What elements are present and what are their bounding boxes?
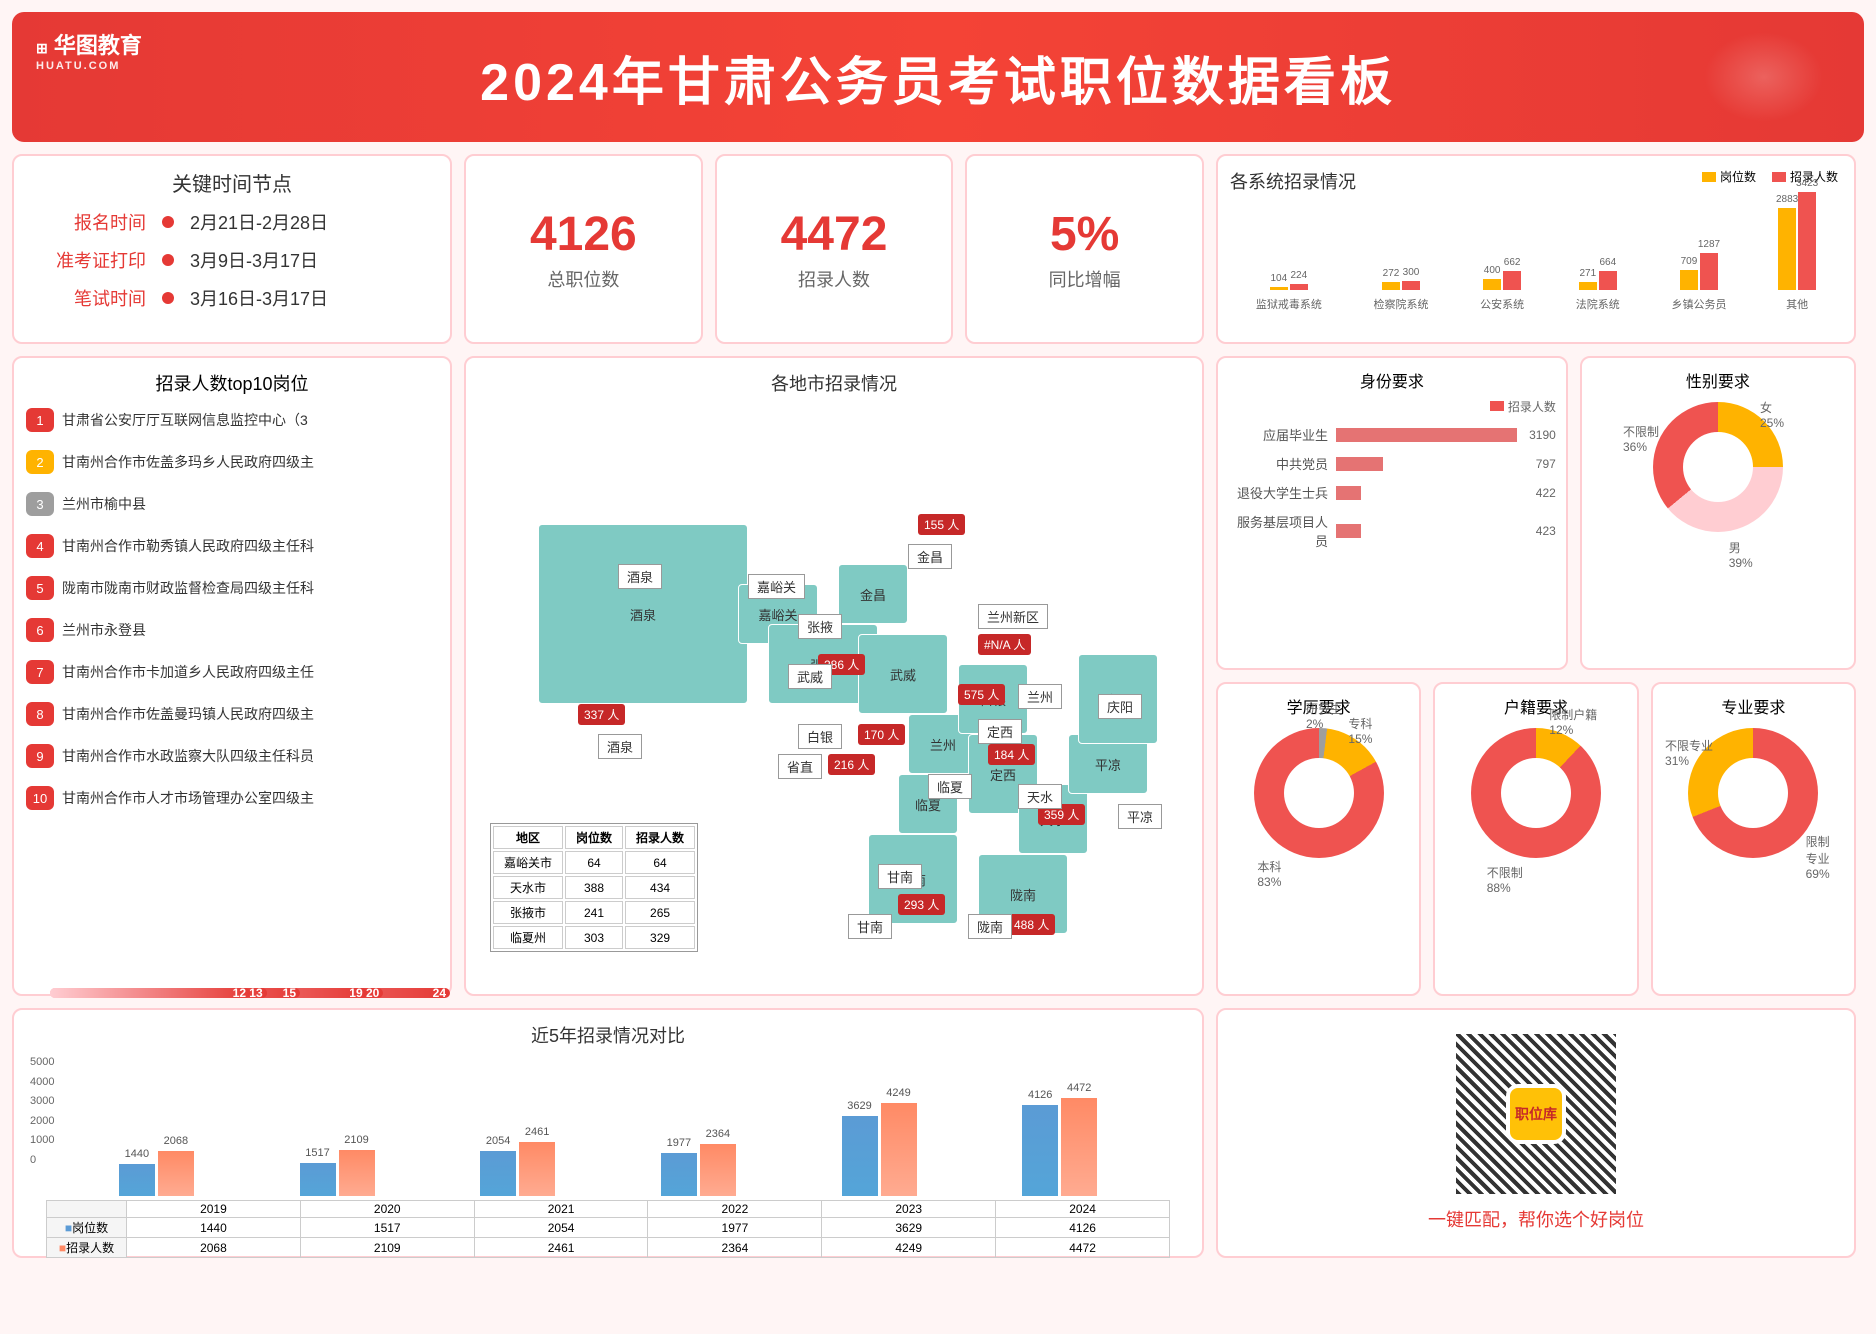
top10-item: 9 甘南州合作市水政监察大队四级主任科员 12 xyxy=(26,744,438,768)
map-label: 临夏 xyxy=(928,774,972,799)
donut-segment-label: 女25% xyxy=(1760,399,1784,430)
map-value-tag: 488 人 xyxy=(1008,914,1055,935)
education-panel: 学历要求 研究生2%专科15%本科83% xyxy=(1216,682,1421,996)
map-label: 白银 xyxy=(798,724,842,749)
donut-segment-label: 限制户籍12% xyxy=(1549,706,1597,737)
map-region[interactable]: 酒泉 xyxy=(538,524,748,704)
map-label: 兰州 xyxy=(1018,684,1062,709)
map-label: 兰州新区 xyxy=(978,604,1048,629)
identity-row: 退役大学生士兵 422 xyxy=(1228,483,1556,502)
identity-row: 服务基层项目人员 423 xyxy=(1228,512,1556,550)
map-label: 甘南 xyxy=(878,864,922,889)
qr-code[interactable]: 职位库 xyxy=(1456,1034,1616,1194)
stat-card-positions: 4126 总职位数 xyxy=(464,154,703,344)
top10-item: 7 甘南州合作市卡加道乡人民政府四级主任 13 xyxy=(26,660,438,684)
donut-segment-label: 研究生2% xyxy=(1306,700,1342,731)
gender-panel: 性别要求 女25%男39%不限制36% xyxy=(1580,356,1856,670)
trend-year-group: 4126 4472 xyxy=(969,1086,1150,1196)
system-bar-group: 271 664 法院系统 xyxy=(1576,271,1620,312)
page-title: 2024年甘肃公务员考试职位数据看板 xyxy=(480,40,1396,115)
donut-segment-label: 专科15% xyxy=(1348,715,1372,746)
map-label: 定西 xyxy=(978,719,1022,744)
donut-segment-label: 限制专业69% xyxy=(1806,833,1830,881)
trend-panel: 近5年招录情况对比 010002000300040005000 1440 206… xyxy=(12,1008,1204,1258)
keytime-row: 笔试时间 3月16日-3月17日 xyxy=(26,285,438,311)
residence-panel: 户籍要求 限制户籍12%不限制88% xyxy=(1433,682,1638,996)
trend-year-group: 1517 2109 xyxy=(247,1086,428,1196)
map-label: 酒泉 xyxy=(618,564,662,589)
trend-year-group: 3629 4249 xyxy=(789,1086,970,1196)
map-region[interactable]: 武威 xyxy=(858,634,948,714)
map-label: 嘉峪关 xyxy=(748,574,805,599)
map-mini-table: 地区岗位数招录人数 嘉峪关市6464天水市388434张掖市241265临夏州3… xyxy=(490,823,698,952)
trend-year-group: 1977 2364 xyxy=(608,1086,789,1196)
map-value-tag: 216 人 xyxy=(828,754,875,775)
top10-item: 1 甘肃省公安厅厅互联网信息监控中心（3 24 xyxy=(26,408,438,432)
stat-card-people: 4472 招录人数 xyxy=(715,154,954,344)
map-value-tag: 184 人 xyxy=(988,744,1035,765)
system-chart-panel: 各系统招录情况 岗位数 招录人数 104 224 监狱戒毒系统 272 300 … xyxy=(1216,154,1856,344)
major-panel: 专业要求 限制专业69%不限专业31% xyxy=(1651,682,1856,996)
map-label: 甘南 xyxy=(848,914,892,939)
stat-card-growth: 5% 同比增幅 xyxy=(965,154,1204,344)
trend-year-group: 1440 2068 xyxy=(66,1086,247,1196)
top10-item: 10 甘南州合作市人才市场管理办公室四级主 12 xyxy=(26,786,438,810)
identity-panel: 身份要求 招录人数 应届毕业生 3190 中共党员 797 退役大学生士兵 42… xyxy=(1216,356,1568,670)
keytimes-panel: 关键时间节点 报名时间 2月21日-2月28日 准考证打印 3月9日-3月17日… xyxy=(12,154,452,344)
stats-row: 4126 总职位数 4472 招录人数 5% 同比增幅 xyxy=(464,154,1204,344)
keytime-row: 准考证打印 3月9日-3月17日 xyxy=(26,247,438,273)
map-label: 陇南 xyxy=(968,914,1012,939)
system-bar-group: 709 1287 乡镇公务员 xyxy=(1671,253,1726,312)
map-label: 金昌 xyxy=(908,544,952,569)
map-label: 庆阳 xyxy=(1098,694,1142,719)
donut-segment-label: 不限专业31% xyxy=(1665,737,1713,768)
trend-year-group: 2054 2461 xyxy=(427,1086,608,1196)
system-bar-group: 104 224 监狱戒毒系统 xyxy=(1256,284,1322,312)
map-label: 天水 xyxy=(1018,784,1062,809)
map-panel: 各地市招录情况 酒泉嘉峪关张掖金昌武威兰州白银定西临夏甘南天水平凉庆阳陇南155… xyxy=(464,356,1204,996)
map-value-tag: 155 人 xyxy=(918,514,965,535)
system-bar-group: 400 662 公安系统 xyxy=(1480,271,1524,312)
map-label: 张掖 xyxy=(798,614,842,639)
donut-segment-label: 不限制36% xyxy=(1623,423,1659,454)
top10-item: 3 兰州市榆中县 19 xyxy=(26,492,438,516)
top10-panel: 招录人数top10岗位 1 甘肃省公安厅厅互联网信息监控中心（3 24 2 甘南… xyxy=(12,356,452,996)
top10-item: 4 甘南州合作市勒秀镇人民政府四级主任科 19 xyxy=(26,534,438,558)
system-bar-group: 2883 3423 其他 xyxy=(1778,192,1816,312)
map-value-tag: 337 人 xyxy=(578,704,625,725)
map-value-tag: 293 人 xyxy=(898,894,945,915)
map-label: 平凉 xyxy=(1118,804,1162,829)
map-label: 省直 xyxy=(778,754,822,779)
map-label: 武威 xyxy=(788,664,832,689)
qr-panel: 职位库 一键匹配，帮你选个好岗位 xyxy=(1216,1008,1856,1258)
identity-row: 中共党员 797 xyxy=(1228,454,1556,473)
identity-row: 应届毕业生 3190 xyxy=(1228,425,1556,444)
top10-item: 2 甘南州合作市佐盖多玛乡人民政府四级主 20 xyxy=(26,450,438,474)
donut-segment-label: 不限制88% xyxy=(1487,864,1523,895)
keytimes-title: 关键时间节点 xyxy=(26,168,438,197)
map-region[interactable]: 金昌 xyxy=(838,564,908,624)
system-bar-group: 272 300 检察院系统 xyxy=(1373,281,1428,312)
top10-item: 5 陇南市陇南市财政监督检查局四级主任科 15 xyxy=(26,576,438,600)
donut-segment-label: 男39% xyxy=(1729,539,1753,570)
top10-item: 6 兰州市永登县 13 xyxy=(26,618,438,642)
header-banner: ⊞ 华图教育 HUATU.COM 2024年甘肃公务员考试职位数据看板 xyxy=(12,12,1864,142)
map-label: 酒泉 xyxy=(598,734,642,759)
logo: ⊞ 华图教育 HUATU.COM xyxy=(36,28,142,72)
header-decoration xyxy=(1704,32,1824,122)
keytime-row: 报名时间 2月21日-2月28日 xyxy=(26,209,438,235)
top10-item: 8 甘南州合作市佐盖曼玛镇人民政府四级主 13 xyxy=(26,702,438,726)
map-value-tag: 170 人 xyxy=(858,724,905,745)
map-value-tag: 575 人 xyxy=(958,684,1005,705)
map-value-tag: #N/A 人 xyxy=(978,634,1031,655)
donut-segment-label: 本科83% xyxy=(1257,858,1281,889)
